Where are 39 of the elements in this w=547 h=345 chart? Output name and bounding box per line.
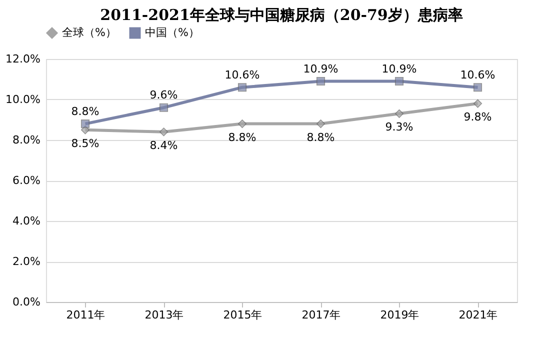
x-tick-label: 2021年 bbox=[458, 308, 498, 322]
point bbox=[316, 77, 326, 86]
x-tick-label: 2017年 bbox=[302, 308, 341, 322]
data-label: 8.8% bbox=[228, 130, 256, 144]
chart-title: 2011-2021年全球与中国糖尿病（20-79岁）患病率 bbox=[100, 6, 463, 24]
data-label: 10.9% bbox=[303, 62, 338, 76]
data-label: 10.9% bbox=[382, 62, 417, 76]
point bbox=[159, 103, 168, 112]
y-tick-label: 2.0% bbox=[12, 255, 40, 268]
point bbox=[394, 109, 404, 118]
legend-label: 全球（%） bbox=[62, 26, 116, 39]
data-label: 10.6% bbox=[460, 68, 496, 82]
data-label: 8.8% bbox=[306, 130, 335, 144]
point bbox=[316, 120, 326, 128]
point bbox=[80, 120, 90, 128]
x-tick-label: 2019年 bbox=[380, 308, 420, 322]
y-tick-label: 10.0% bbox=[6, 93, 40, 106]
y-tick-label: 4.0% bbox=[12, 214, 40, 228]
data-label: 9.3% bbox=[385, 120, 414, 134]
data-label: 9.8% bbox=[464, 110, 492, 124]
y-tick-label: 6.0% bbox=[12, 174, 40, 187]
data-label: 9.6% bbox=[150, 88, 178, 102]
legend-label: 中国（%） bbox=[145, 26, 200, 39]
point bbox=[473, 99, 482, 108]
data-label: 8.8% bbox=[71, 104, 100, 118]
point bbox=[159, 128, 168, 136]
point bbox=[473, 83, 482, 92]
x-tick-label: 2013年 bbox=[144, 308, 184, 322]
point bbox=[238, 83, 247, 92]
point bbox=[238, 120, 247, 128]
point bbox=[394, 77, 404, 86]
x-tick-label: 2011年 bbox=[66, 308, 106, 322]
data-label: 10.6% bbox=[224, 68, 260, 82]
y-tick-label: 8.0% bbox=[12, 134, 40, 146]
x-tick-label: 2015年 bbox=[223, 308, 262, 322]
data-label: 8.5% bbox=[71, 136, 100, 150]
y-tick-label: 12.0% bbox=[6, 52, 40, 66]
data-label: 8.4% bbox=[150, 138, 178, 152]
y-tick-label: 0.0% bbox=[12, 296, 40, 308]
